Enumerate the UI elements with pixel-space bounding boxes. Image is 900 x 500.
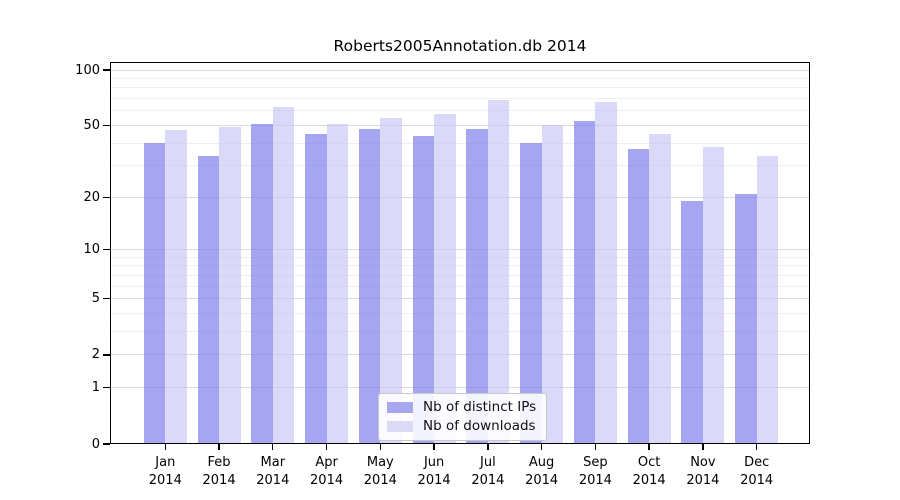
minor-gridline xyxy=(110,256,810,258)
y-tick-mark xyxy=(103,354,110,356)
x-tick-label: Sep 2014 xyxy=(578,455,612,488)
bar-downloads-nov xyxy=(702,147,725,444)
minor-gridline xyxy=(110,313,810,315)
legend-label-downloads: Nb of downloads xyxy=(423,418,536,434)
x-tick-label: Jul 2014 xyxy=(471,455,505,488)
x-tick-mark xyxy=(433,444,435,450)
bar-distinct-ips-aug xyxy=(520,143,542,444)
y-tick-mark xyxy=(103,298,110,300)
bar-downloads-jun xyxy=(434,113,456,444)
x-tick-mark xyxy=(756,444,758,450)
bar-distinct-ips-mar xyxy=(251,123,273,444)
y-tick-label: 50 xyxy=(83,117,100,133)
y-tick-mark xyxy=(103,196,110,198)
x-tick-mark xyxy=(164,444,166,450)
major-gridline xyxy=(110,249,810,251)
x-tick-mark xyxy=(487,444,489,450)
x-tick-mark xyxy=(594,444,597,450)
x-tick-label: Apr 2014 xyxy=(310,455,344,488)
bar-downloads-feb xyxy=(219,126,241,444)
minor-gridline xyxy=(110,98,810,100)
legend-swatch-distinct-ips xyxy=(387,401,413,413)
minor-gridline xyxy=(110,274,810,276)
legend-item-distinct-ips: Nb of distinct IPs xyxy=(387,399,536,415)
bar-downloads-may xyxy=(380,117,402,444)
x-tick-label: Oct 2014 xyxy=(632,455,666,488)
minor-gridline xyxy=(110,142,810,144)
bar-distinct-ips-sep xyxy=(573,120,596,444)
x-tick-label: May 2014 xyxy=(363,455,397,488)
major-gridline xyxy=(110,387,810,389)
x-tick-mark xyxy=(218,444,220,450)
chart-title: Roberts2005Annotation.db 2014 xyxy=(333,37,587,55)
x-tick-label: Nov 2014 xyxy=(686,455,720,488)
bar-downloads-apr xyxy=(326,123,349,444)
major-gridline xyxy=(110,69,810,71)
minor-gridline xyxy=(110,110,810,112)
legend-swatch-downloads xyxy=(387,420,413,432)
minor-gridline xyxy=(110,165,810,167)
x-tick-mark xyxy=(272,444,274,450)
major-gridline xyxy=(110,196,810,198)
minor-gridline xyxy=(110,331,810,333)
y-tick-label: 20 xyxy=(83,189,100,205)
bar-distinct-ips-oct xyxy=(627,149,650,444)
minor-gridline xyxy=(110,285,810,287)
bar-distinct-ips-jan xyxy=(143,143,166,444)
major-gridline xyxy=(110,124,810,126)
bar-downloads-jan xyxy=(165,130,187,444)
bar-distinct-ips-feb xyxy=(197,155,220,444)
y-tick-mark xyxy=(103,443,110,445)
y-tick-mark xyxy=(103,124,110,127)
y-tick-mark xyxy=(103,387,110,389)
y-tick-mark xyxy=(103,249,110,251)
bar-distinct-ips-may xyxy=(358,128,381,444)
bar-distinct-ips-jun xyxy=(412,135,435,444)
y-tick-label: 5 xyxy=(91,291,100,307)
legend-label-distinct-ips: Nb of distinct IPs xyxy=(423,399,537,415)
bar-distinct-ips-dec xyxy=(735,193,757,444)
x-tick-mark xyxy=(379,444,381,450)
x-tick-label: Feb 2014 xyxy=(202,455,236,488)
bar-downloads-oct xyxy=(649,133,671,444)
x-tick-mark xyxy=(540,444,543,450)
minor-gridline xyxy=(110,87,810,89)
x-tick-label: Jun 2014 xyxy=(417,455,451,488)
legend-item-downloads: Nb of downloads xyxy=(387,418,536,434)
bar-distinct-ips-apr xyxy=(305,133,327,444)
bar-downloads-jul xyxy=(487,99,510,444)
x-tick-label: Jan 2014 xyxy=(148,455,182,488)
y-tick-label: 10 xyxy=(83,242,100,258)
major-gridline xyxy=(110,354,810,356)
x-tick-label: Dec 2014 xyxy=(740,455,774,488)
x-tick-label: Mar 2014 xyxy=(256,455,290,488)
y-tick-mark xyxy=(103,69,110,71)
legend: Nb of distinct IPs Nb of downloads xyxy=(378,393,548,441)
y-tick-label: 2 xyxy=(91,347,100,363)
x-tick-mark xyxy=(702,444,704,450)
y-tick-label: 0 xyxy=(91,436,100,452)
bar-downloads-sep xyxy=(595,102,617,444)
bar-downloads-aug xyxy=(541,125,564,444)
bar-distinct-ips-nov xyxy=(681,201,703,444)
y-tick-label: 1 xyxy=(91,380,100,396)
minor-gridline xyxy=(110,265,810,267)
bar-downloads-mar xyxy=(272,106,295,444)
x-tick-label: Aug 2014 xyxy=(525,455,559,488)
bar-downloads-dec xyxy=(756,155,779,444)
bar-distinct-ips-jul xyxy=(466,128,488,444)
plot-area: 0 1 2 5 10 20 50 100 Jan 2014 Feb 2014 Mar 2014 Apr 201… xyxy=(75,62,810,488)
y-tick-label: 100 xyxy=(75,62,100,78)
x-tick-mark xyxy=(325,444,328,450)
x-tick-mark xyxy=(648,444,650,450)
minor-gridline xyxy=(110,77,810,79)
major-gridline xyxy=(110,298,810,300)
